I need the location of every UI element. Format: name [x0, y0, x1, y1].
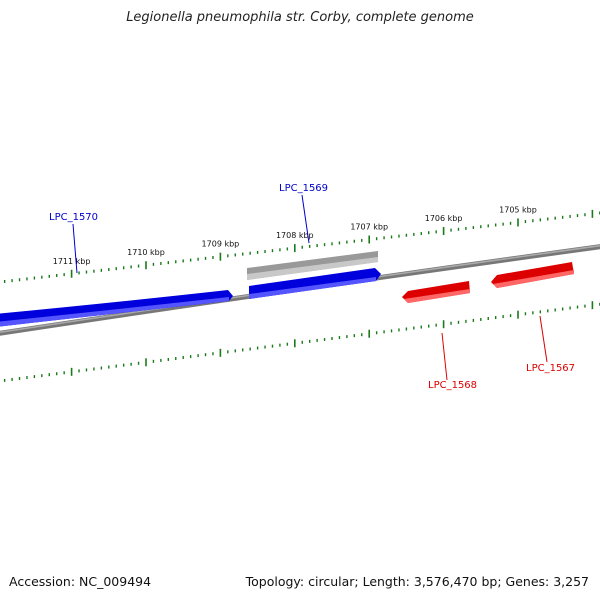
- gene-label-lpc-1569[interactable]: LPC_1569: [279, 183, 328, 194]
- tick-label: 1707 kbp: [350, 223, 388, 232]
- tick-label: 1710 kbp: [127, 248, 165, 257]
- tick-label: 1711 kbp: [53, 257, 91, 266]
- inner-tick-track: [3, 301, 600, 382]
- gene-label-lpc-1567[interactable]: LPC_1567: [526, 363, 575, 374]
- genome-summary: Topology: circular; Length: 3,576,470 bp…: [245, 574, 589, 589]
- outer-tick-track: [3, 209, 600, 283]
- gene-label-lpc-1570[interactable]: LPC_1570: [49, 212, 98, 223]
- leader-lpc-1568: [441, 332, 448, 381]
- tick-label: 1708 kbp: [276, 231, 314, 240]
- map-title: Legionella pneumophila str. Corby, compl…: [126, 10, 474, 25]
- tick-label: 1706 kbp: [425, 214, 463, 223]
- leader-lpc-1567: [539, 315, 548, 363]
- tick-label: 1705 kbp: [499, 205, 537, 214]
- tick-labels: 1705 kbp 1706 kbp 1707 kbp 1708 kbp 1709 kbp…: [53, 205, 537, 265]
- leader-lpc-1569: [301, 194, 310, 244]
- leader-lpc-1570: [72, 223, 78, 274]
- tick-label: 1709 kbp: [202, 240, 240, 249]
- accession-text: Accession: NC_009494: [9, 574, 152, 589]
- gene-label-lpc-1568[interactable]: LPC_1568: [428, 380, 477, 391]
